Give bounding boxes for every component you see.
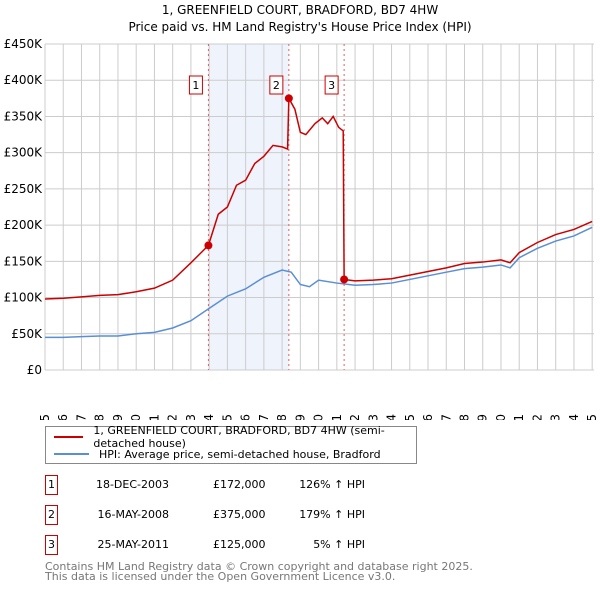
x-tick-label: 2000 [129,414,143,420]
x-tick-label: 2009 [293,414,307,420]
x-tick-label: 2007 [257,414,271,420]
x-tick-label: 2016 [421,414,435,420]
sale-hpi-change: 5% ↑ HPI [313,538,365,551]
x-tick-label: 1999 [111,414,125,420]
sale-price: £375,000 [213,508,266,521]
sale-number: 2 [45,505,58,525]
x-tick-label: 2018 [458,414,472,420]
x-tick-label: 2010 [312,414,326,420]
y-tick-label: £300K [4,146,44,160]
legend-item-hpi: HPI: Average price, semi-detached house,… [54,446,381,462]
x-tick-label: 2005 [220,414,234,420]
sale-row: 2 16-MAY-2008 £375,000 179% ↑ HPI [45,505,600,525]
sale-label: 2 [273,79,280,92]
x-tick-label: 2004 [202,414,216,420]
x-tick-label: 1997 [74,414,88,420]
x-tick-label: 2021 [512,414,526,420]
sale-hpi-change: 179% ↑ HPI [299,508,365,521]
x-tick-label: 2025 [585,414,599,420]
x-tick-label: 2015 [403,414,417,420]
x-tick-label: 1998 [93,414,107,420]
footer-line: Contains HM Land Registry data © Crown c… [45,560,473,573]
x-tick-label: 2013 [366,414,380,420]
y-tick-label: £400K [4,73,44,87]
sale-point [340,275,349,284]
price-chart: 1, GREENFIELD COURT, BRADFORD, BD7 4HW P… [4,3,600,445]
x-tick-label: 2023 [549,414,563,420]
y-tick-label: £450K [4,37,44,51]
legend: 1, GREENFIELD COURT, BRADFORD, BD7 4HW (… [45,424,417,464]
x-tick-label: 1995 [38,414,52,420]
x-tick-label: 2014 [385,414,399,420]
sale-row: 3 25-MAY-2011 £125,000 5% ↑ HPI [45,535,600,555]
x-tick-label: 2001 [147,414,161,420]
x-tick-label: 2020 [494,414,508,420]
series-line [45,226,593,339]
sale-point [204,241,213,250]
y-tick-label: £100K [4,291,44,305]
y-tick-label: £250K [4,182,44,196]
sale-date: 16-MAY-2008 [97,508,169,521]
sale-label: 1 [192,79,199,92]
sale-label-box [269,75,284,95]
x-tick-label: 2011 [330,414,344,420]
legend-swatch [54,453,89,455]
x-tick-label: 2012 [348,414,362,420]
shaded-period [208,44,289,370]
y-tick-label: £50K [11,327,43,341]
y-tick-label: £200K [4,218,44,232]
legend-label: HPI: Average price, semi-detached house,… [99,447,381,461]
sale-number: 1 [45,475,58,495]
x-tick-label: 2022 [530,414,544,420]
legend-swatch [54,436,84,438]
sale-date: 25-MAY-2011 [97,538,169,551]
legend-item-property: 1, GREENFIELD COURT, BRADFORD, BD7 4HW (… [54,424,416,450]
sale-label: 3 [328,79,335,92]
x-tick-label: 2017 [439,414,453,420]
x-tick-label: 2003 [184,414,198,420]
x-tick-label: 2006 [239,414,253,420]
chart-title: 1, GREENFIELD COURT, BRADFORD, BD7 4HW [162,3,439,17]
y-tick-label: £350K [4,109,44,123]
sale-hpi-change: 126% ↑ HPI [299,478,365,491]
footer-line: This data is licensed under the Open Gov… [45,570,396,583]
y-tick-label: £0 [27,363,42,377]
x-tick-label: 2019 [476,414,490,420]
legend-label: 1, GREENFIELD COURT, BRADFORD, BD7 4HW (… [93,424,385,450]
sale-price: £125,000 [213,538,266,551]
chart-subtitle: Price paid vs. HM Land Registry's House … [128,20,471,34]
sale-point [284,94,293,103]
y-tick-label: £150K [4,254,44,268]
series-line [44,95,593,300]
x-tick-label: 2008 [275,414,289,420]
x-tick-label: 2024 [567,414,581,420]
x-tick-label: 2002 [166,414,180,420]
sale-date: 18-DEC-2003 [95,478,169,491]
sale-label-box [324,75,339,95]
sale-label-box [188,75,203,95]
sale-number: 3 [45,535,58,555]
sale-row: 1 18-DEC-2003 £172,000 126% ↑ HPI [45,475,600,495]
sale-price: £172,000 [213,478,266,491]
footer: Contains HM Land Registry data © Crown c… [45,560,473,583]
x-tick-label: 1996 [56,414,70,420]
